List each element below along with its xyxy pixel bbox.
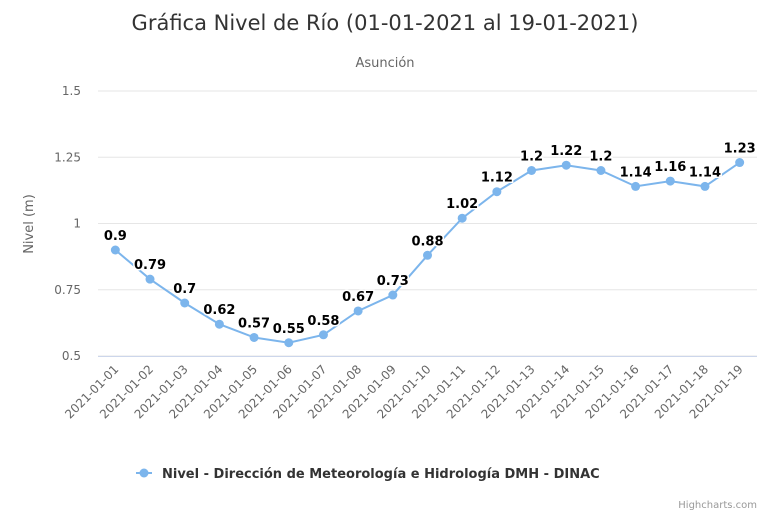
chart-title: Gráfica Nivel de Río (01-01-2021 al 19-0… (132, 11, 639, 35)
data-point (180, 298, 190, 308)
data-label: 0.58 (307, 314, 339, 329)
data-label: 1.02 (446, 197, 478, 212)
legend-marker-icon (139, 468, 149, 478)
y-tick-label: 0.75 (54, 283, 81, 297)
data-point (388, 290, 398, 300)
data-point (665, 176, 675, 186)
data-label: 1.14 (689, 165, 721, 180)
data-label: 1.12 (481, 171, 513, 186)
data-point (214, 319, 224, 329)
y-tick-label: 1.25 (54, 150, 81, 164)
data-point (353, 306, 363, 316)
data-point (423, 250, 432, 260)
data-point (457, 213, 467, 223)
data-label: 0.62 (203, 303, 235, 318)
y-tick-label: 0.5 (62, 349, 81, 363)
data-point (631, 181, 641, 191)
data-label: 1.23 (724, 142, 756, 157)
legend-label: Nivel - Dirección de Meteorología e Hidr… (162, 467, 600, 482)
data-point (596, 166, 606, 175)
data-label: 0.9 (104, 229, 127, 244)
data-point (492, 187, 502, 197)
data-label: 1.2 (520, 150, 543, 165)
data-label: 0.67 (342, 290, 374, 305)
data-label: 0.73 (377, 274, 409, 289)
data-label: 0.79 (134, 258, 166, 273)
data-point (735, 158, 745, 168)
credits-link[interactable]: Highcharts.com (678, 500, 757, 511)
data-point (700, 181, 710, 191)
data-label: 1.14 (620, 165, 652, 180)
data-label: 0.57 (238, 316, 270, 331)
legend-item[interactable]: Nivel - Dirección de Meteorología e Hidr… (136, 467, 600, 482)
y-tick-label: 1.5 (62, 84, 81, 98)
data-label: 0.88 (411, 234, 443, 249)
data-label: 0.55 (273, 322, 305, 337)
data-label: 1.2 (589, 150, 612, 165)
data-point (145, 274, 155, 284)
data-point (284, 338, 294, 348)
data-label: 1.16 (654, 160, 686, 175)
data-point (527, 166, 537, 175)
data-point (318, 330, 328, 340)
data-label: 0.7 (173, 282, 196, 297)
data-point (110, 245, 120, 255)
y-axis-title: Nivel (m) (22, 194, 37, 254)
y-tick-label: 1 (73, 217, 81, 231)
data-label: 1.22 (550, 144, 582, 159)
data-point (561, 160, 571, 170)
chart-subtitle: Asunción (355, 56, 414, 71)
data-point (249, 332, 259, 342)
